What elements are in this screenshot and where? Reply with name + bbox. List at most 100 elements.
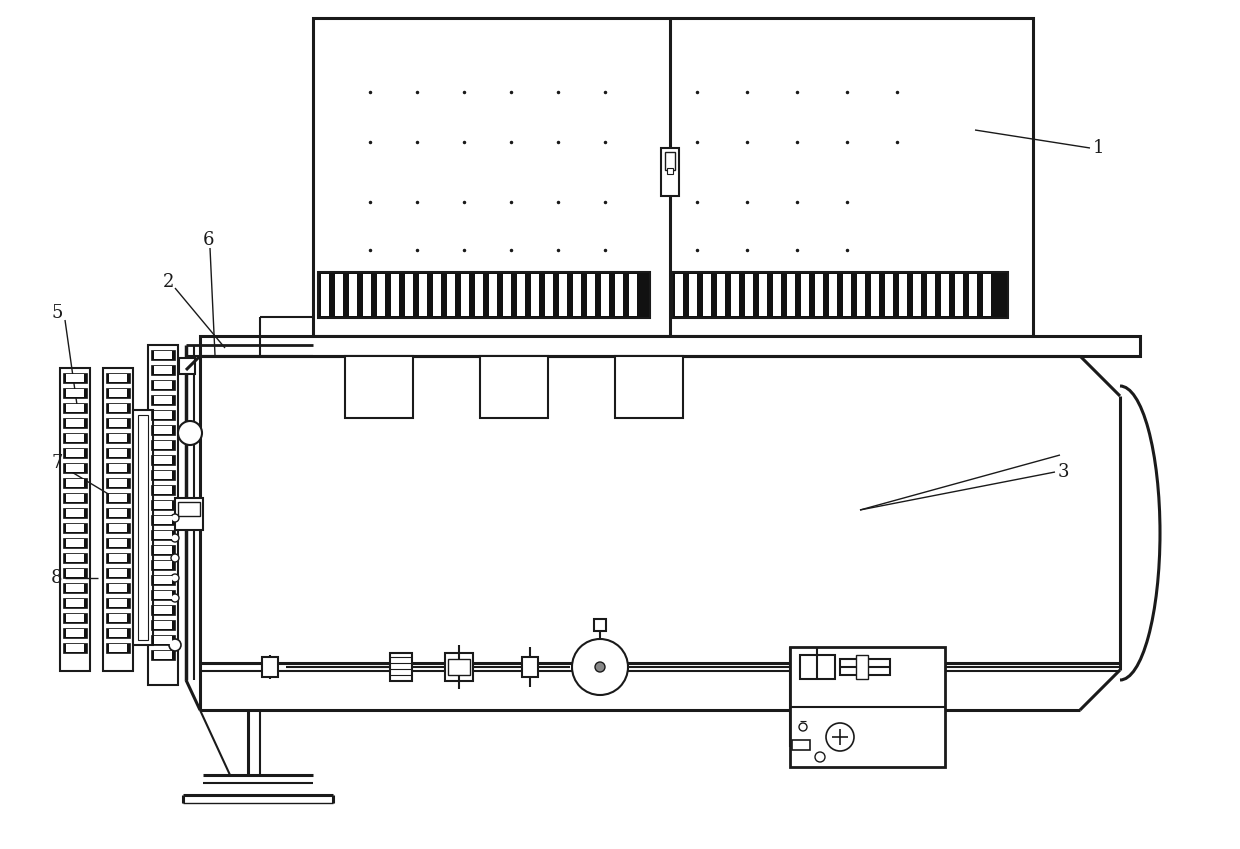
Bar [66, 404, 84, 412]
Bar [105, 583, 130, 593]
Bar [546, 274, 553, 316]
Bar [151, 635, 175, 645]
Bar [154, 576, 172, 584]
Text: 6: 6 [202, 231, 213, 249]
Bar [66, 599, 84, 607]
Circle shape [826, 723, 854, 751]
Bar [448, 659, 470, 675]
Bar [792, 740, 810, 750]
Bar [105, 598, 130, 608]
Bar [63, 628, 87, 638]
Bar [154, 456, 172, 464]
Bar [531, 274, 539, 316]
Bar [66, 419, 84, 427]
Bar [105, 388, 130, 398]
Bar [109, 479, 126, 487]
Bar [109, 524, 126, 532]
Bar [419, 274, 427, 316]
Bar [759, 274, 768, 316]
Bar [480, 356, 548, 418]
Bar [151, 545, 175, 555]
Bar [601, 274, 609, 316]
Bar [899, 274, 906, 316]
Bar [66, 494, 84, 502]
Bar [109, 599, 126, 607]
Bar [109, 374, 126, 382]
Bar [105, 493, 130, 503]
Bar [151, 350, 175, 360]
Bar [391, 274, 399, 316]
Bar [105, 538, 130, 548]
Bar [154, 441, 172, 449]
Bar [773, 274, 781, 316]
Bar [63, 418, 87, 428]
Bar [109, 464, 126, 472]
Bar [109, 404, 126, 412]
Bar [109, 644, 126, 652]
Bar [151, 410, 175, 420]
Bar [105, 433, 130, 443]
Circle shape [171, 574, 179, 582]
Bar [109, 389, 126, 397]
Bar [66, 569, 84, 577]
Bar [63, 523, 87, 533]
Circle shape [169, 639, 181, 651]
Bar [839, 659, 890, 675]
Bar [66, 389, 84, 397]
Bar [790, 647, 945, 767]
Bar [151, 590, 175, 600]
Bar [105, 373, 130, 383]
Bar [148, 345, 179, 685]
Bar [66, 614, 84, 622]
Bar [461, 274, 469, 316]
Bar [109, 419, 126, 427]
Bar [151, 455, 175, 465]
Bar [63, 463, 87, 473]
Bar [138, 415, 148, 640]
Bar [109, 539, 126, 547]
Bar [154, 561, 172, 569]
Circle shape [595, 662, 605, 672]
Bar [66, 434, 84, 442]
Bar [105, 613, 130, 623]
Bar [105, 553, 130, 563]
Circle shape [171, 594, 179, 602]
Bar [151, 380, 175, 390]
Circle shape [179, 421, 202, 445]
Bar [200, 336, 1140, 356]
Bar [105, 478, 130, 488]
Bar [105, 463, 130, 473]
Bar [66, 374, 84, 382]
Text: 5: 5 [51, 304, 63, 322]
Bar [151, 650, 175, 660]
Bar [109, 629, 126, 637]
Bar [63, 613, 87, 623]
Bar [377, 274, 384, 316]
Bar [594, 619, 606, 631]
Bar [321, 274, 329, 316]
Bar [63, 448, 87, 458]
Bar [105, 403, 130, 413]
Bar [63, 388, 87, 398]
Bar [63, 373, 87, 383]
Bar [63, 493, 87, 503]
Bar [475, 274, 484, 316]
Bar [801, 274, 808, 316]
Bar [109, 554, 126, 562]
Bar [983, 274, 991, 316]
Bar [151, 500, 175, 510]
Bar [675, 274, 683, 316]
Bar [661, 148, 680, 196]
Bar [154, 471, 172, 479]
Bar [103, 368, 133, 671]
Text: 8: 8 [51, 569, 63, 587]
Bar [787, 274, 795, 316]
Bar [154, 636, 172, 644]
Bar [105, 523, 130, 533]
Bar [857, 274, 866, 316]
Bar [66, 644, 84, 652]
Bar [151, 575, 175, 585]
Circle shape [171, 534, 179, 542]
Bar [517, 274, 525, 316]
Bar [175, 498, 203, 530]
